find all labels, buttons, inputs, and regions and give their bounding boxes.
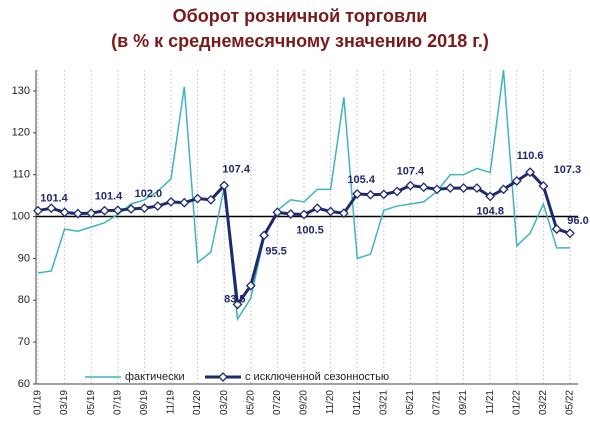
- marker: [471, 183, 482, 193]
- x-tick-label: 07/21: [432, 390, 443, 415]
- marker: [139, 203, 150, 214]
- legend-marker: [218, 372, 228, 382]
- marker: [538, 181, 549, 191]
- x-tick-label: 01/21: [352, 390, 363, 415]
- marker: [112, 205, 123, 216]
- marker: [205, 194, 216, 205]
- marker: [352, 189, 363, 199]
- marker: [432, 184, 442, 195]
- y-tick-label: 80: [18, 294, 30, 306]
- marker: [405, 180, 416, 191]
- chart-title: Оборот розничной торговли: [173, 6, 428, 26]
- marker: [551, 224, 562, 235]
- marker: [565, 228, 575, 239]
- marker: [192, 193, 203, 204]
- marker: [392, 186, 403, 197]
- marker: [511, 176, 522, 186]
- x-tick-label: 03/19: [59, 390, 70, 415]
- marker: [445, 183, 456, 193]
- marker: [86, 208, 97, 219]
- x-tick-label: 05/22: [565, 390, 576, 415]
- legend: фактически с исключенной сезонностью: [85, 371, 389, 383]
- value-label: 110.6: [517, 150, 544, 162]
- marker: [378, 189, 389, 200]
- marker: [272, 207, 283, 218]
- x-tick-label: 11/21: [485, 390, 496, 415]
- value-label: 83.5: [224, 294, 245, 306]
- marker: [152, 201, 163, 211]
- x-tick-label: 01/20: [192, 390, 203, 415]
- legend-label: с исключенной сезонностью: [245, 371, 389, 383]
- marker: [126, 204, 137, 214]
- marker: [99, 205, 110, 216]
- marker: [179, 197, 190, 208]
- x-tick-label: 11/19: [166, 390, 177, 415]
- marker: [166, 196, 176, 207]
- x-tick-label: 09/19: [139, 390, 150, 415]
- value-label: 107.4: [222, 163, 250, 175]
- marker: [312, 203, 323, 214]
- y-tick-label: 60: [18, 378, 30, 390]
- marker: [458, 183, 469, 193]
- value-label: 101.4: [95, 191, 123, 203]
- x-tick-label: 05/19: [86, 390, 97, 415]
- x-tick-label: 05/20: [245, 390, 256, 415]
- value-label: 100.5: [296, 224, 324, 236]
- marker: [33, 205, 43, 216]
- series-line: [37, 69, 570, 322]
- value-label: 95.5: [265, 245, 286, 257]
- y-tick-label: 90: [18, 252, 30, 264]
- x-tick-label: 01/22: [511, 390, 522, 415]
- marker: [418, 182, 429, 193]
- marker: [59, 207, 70, 218]
- y-tick-label: 120: [12, 127, 30, 139]
- chart-subtitle: (в % к среднемесячному значению 2018 г.): [111, 31, 489, 51]
- x-tick-label: 11/20: [325, 390, 336, 415]
- x-tick-label: 03/20: [219, 390, 230, 415]
- y-tick-label: 70: [18, 336, 30, 348]
- x-tick-label: 03/22: [538, 390, 549, 415]
- value-label: 102.0: [135, 188, 163, 200]
- marker: [325, 206, 336, 217]
- value-label: 105.4: [347, 174, 375, 186]
- x-tick-label: 05/21: [405, 390, 416, 415]
- value-label: 101.4: [40, 193, 68, 205]
- marker: [219, 180, 230, 191]
- marker: [46, 203, 57, 214]
- y-tick-label: 100: [12, 210, 30, 222]
- y-tick-label: 110: [12, 169, 30, 181]
- marker: [365, 189, 376, 200]
- marker: [72, 208, 83, 219]
- marker: [285, 209, 296, 219]
- marker: [485, 191, 496, 202]
- value-label: 107.3: [554, 164, 582, 176]
- y-tick-label: 130: [12, 85, 30, 97]
- value-label: 96.0: [567, 215, 588, 227]
- marker: [232, 299, 243, 310]
- value-label: 104.8: [476, 205, 504, 217]
- marker: [245, 280, 256, 291]
- x-tick-label: 07/19: [112, 390, 123, 415]
- x-tick-label: 03/21: [378, 390, 389, 415]
- legend-label: фактически: [125, 371, 185, 383]
- x-tick-label: 09/20: [299, 390, 310, 415]
- x-tick-label: 07/20: [272, 390, 283, 415]
- value-label: 107.4: [397, 165, 425, 177]
- marker: [498, 184, 509, 195]
- marker: [299, 209, 309, 220]
- marker: [338, 208, 349, 219]
- x-tick-label: 09/21: [458, 390, 469, 415]
- marker: [525, 167, 536, 178]
- marker: [259, 230, 270, 241]
- x-tick-label: 01/19: [33, 390, 44, 415]
